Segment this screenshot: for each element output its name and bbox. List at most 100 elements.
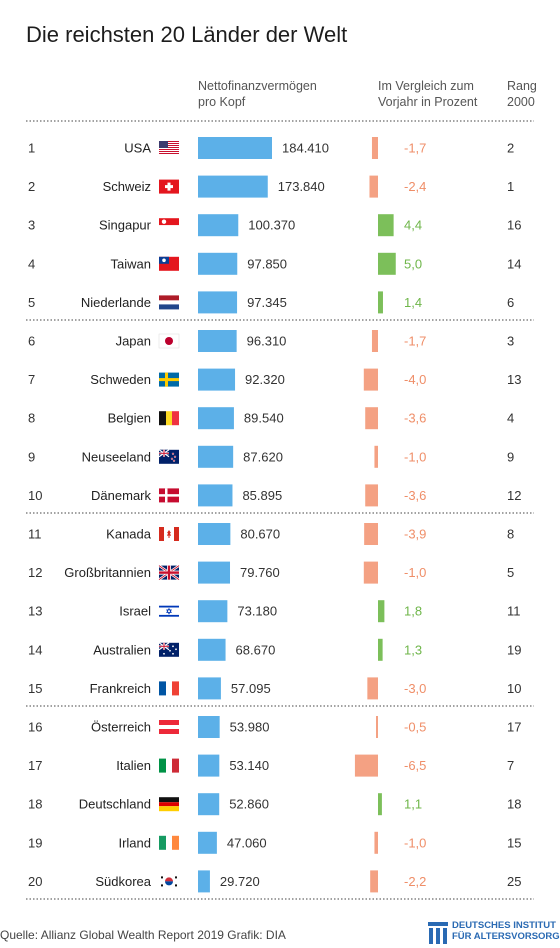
country-label: Belgien [108,411,151,426]
rank2000-label: 6 [507,295,514,310]
change-bar [369,175,378,198]
rank2000-label: 11 [507,604,521,619]
change-bar [367,677,378,700]
ch-flag-icon [159,179,179,194]
rank2000-label: 14 [507,256,521,271]
rank-label: 9 [28,449,35,464]
wealth-bar [198,252,238,275]
change-bar [378,638,383,661]
us-flag-icon [159,141,179,155]
wealth-value-label: 97.345 [247,295,287,310]
wealth-bar [198,330,237,352]
table-row: 9 Neuseeland 87.620 -1,0 9 [28,445,514,468]
change-value-label: -2,2 [404,874,426,889]
wealth-header-line1: Nettofinanzvermögen [198,79,317,93]
wealth-bar [198,870,210,893]
rank-label: 1 [28,141,35,156]
country-label: Neuseeland [82,449,151,464]
wealth-value-label: 100.370 [248,218,295,233]
rank2000-label: 8 [507,527,514,542]
gb-flag-icon [158,564,180,581]
dia-logo-icon [428,922,448,944]
wealth-value-label: 89.540 [244,411,284,426]
table-row: 4 Taiwan 97.850 5,0 14 [28,252,521,275]
wealth-value-label: 57.095 [231,681,271,696]
rank2000-label: 18 [507,797,521,812]
wealth-bar [198,600,228,623]
rank-label: 17 [28,758,42,773]
tw-flag-icon [159,256,179,271]
table-row: 20 Südkorea 29.720 -2,2 25 [28,870,521,893]
rank-label: 8 [28,411,35,426]
kr-flag-icon [159,874,179,889]
dk-flag-icon [159,488,179,503]
rank2000-header-line1: Rang [507,79,537,93]
change-value-label: -3,9 [404,527,426,542]
country-label: Japan [116,334,151,349]
change-bar [370,870,378,893]
rank2000-label: 3 [507,334,514,349]
wealth-value-label: 53.140 [229,758,269,773]
rank2000-label: 5 [507,565,514,580]
change-value-label: -1,0 [404,835,426,850]
wealth-value-label: 96.310 [247,334,287,349]
wealth-value-label: 97.850 [247,256,287,271]
rank-label: 18 [28,797,42,812]
country-label: USA [124,141,151,156]
fr-flag-icon [159,681,179,696]
change-bar [376,716,378,738]
rank2000-label: 4 [507,411,514,426]
wealth-column-header: Nettofinanzvermögen pro Kopf [198,78,317,110]
wealth-value-label: 87.620 [243,449,283,464]
country-label: Israel [119,604,151,619]
wealth-bar [198,638,226,661]
change-value-label: -3,6 [404,411,426,426]
dia-logo: DEUTSCHES INSTITUT FÜR ALTERSVORSORGE [428,920,560,948]
wealth-bar [198,561,231,584]
wealth-value-label: 184.410 [282,141,329,156]
change-value-label: 1,3 [404,642,422,657]
wealth-value-label: 73.180 [237,604,277,619]
be-flag-icon [159,411,179,426]
wealth-value-label: 52.860 [229,797,269,812]
table-row: 5 Niederlande 97.345 1,4 6 [28,291,514,314]
wealth-header-line2: pro Kopf [198,95,246,109]
table-row: 16 Österreich 53.980 -0,5 17 [28,716,521,738]
change-value-label: -2,4 [404,179,426,194]
change-bar [364,523,378,545]
rank-label: 16 [28,720,42,735]
change-header-line1: Im Vergleich zum [378,79,474,93]
ca-flag-icon [159,527,179,541]
table-row: 3 Singapur 100.370 4,4 16 [28,214,521,237]
table-row: 15 Frankreich 57.095 -3,0 10 [28,677,521,700]
wealth-bar [198,793,220,816]
change-value-label: 1,8 [404,604,422,619]
wealth-value-label: 47.060 [227,835,267,850]
rank-label: 3 [28,218,35,233]
rank-label: 6 [28,334,35,349]
wealth-bar [198,445,234,468]
change-value-label: -1,0 [404,565,426,580]
country-label: Dänemark [91,488,151,503]
table-row: 8 Belgien 89.540 -3,6 4 [28,407,514,430]
nl-flag-icon [159,295,179,310]
change-bar [363,368,378,391]
change-value-label: 4,4 [404,218,422,233]
wealth-value-label: 29.720 [220,874,260,889]
country-label: Südkorea [95,874,151,889]
change-value-label: 1,4 [404,295,422,310]
rank2000-label: 17 [507,720,521,735]
wealth-bar [198,677,221,700]
source-note: Quelle: Allianz Global Wealth Report 201… [0,928,286,942]
wealth-value-label: 53.980 [230,720,270,735]
country-label: Österreich [91,720,151,735]
wealth-bar [198,368,236,391]
change-bar [378,214,394,237]
rank2000-label: 13 [507,372,521,387]
rank-label: 20 [28,874,42,889]
dia-logo-text: DEUTSCHES INSTITUT FÜR ALTERSVORSORGE [452,920,560,942]
wealth-value-label: 92.320 [245,372,285,387]
rank2000-column-header: Rang 2000 [507,78,537,110]
rank2000-label: 15 [507,835,521,850]
ie-flag-icon [159,835,179,850]
